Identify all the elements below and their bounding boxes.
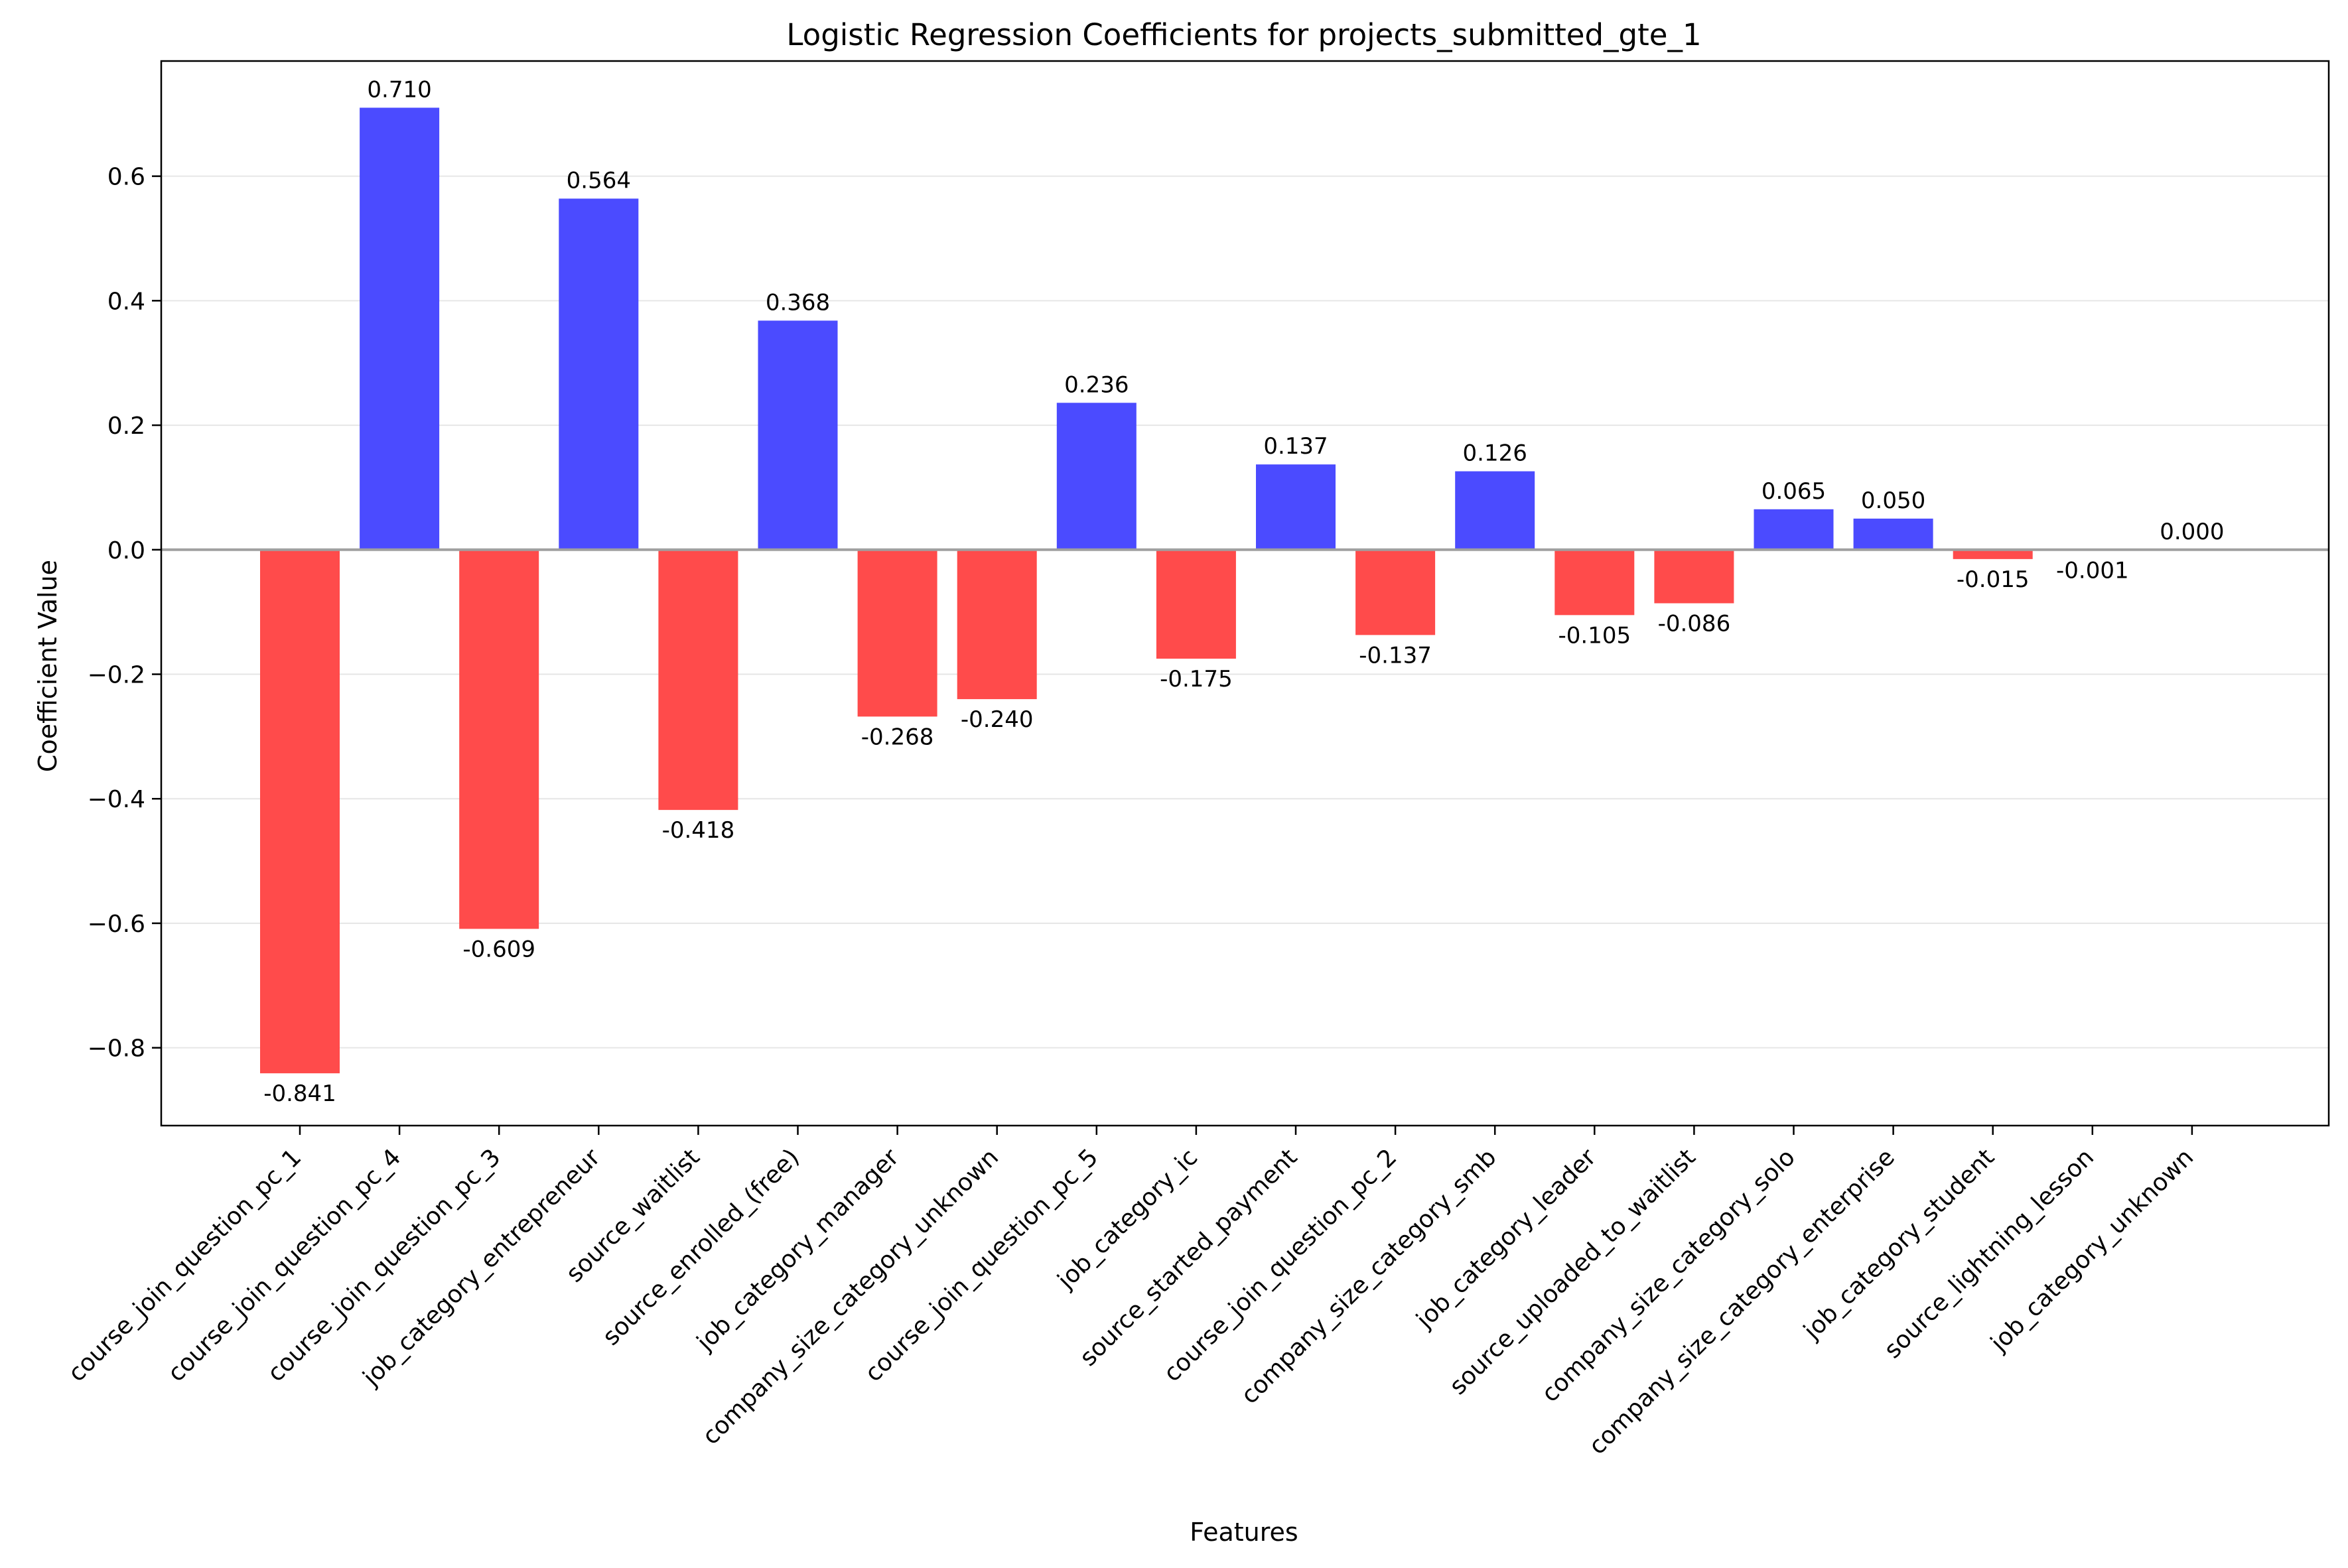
plot-area-frame	[160, 60, 2330, 1127]
bar-value-labels: -0.841 0.710 -0.609 0.564 -0.418 0.368 -0.268 -…	[263, 76, 2224, 1107]
y-tick-label: −0.8	[88, 1035, 145, 1063]
value-label-source_enrolled_(free): 0.368	[766, 289, 830, 316]
bar-course_join_question_pc_5	[1056, 403, 1137, 550]
y-tick-label: −0.4	[88, 786, 145, 813]
value-label-course_join_question_pc_4: 0.710	[367, 76, 431, 103]
value-label-company_size_category_enterprise: 0.050	[1861, 488, 1925, 514]
bar-source_uploaded_to_waitlist	[1654, 549, 1734, 604]
bar-company_size_category_unknown	[957, 549, 1037, 700]
y-tick-label: 0.0	[107, 537, 145, 564]
y-tick-label: 0.4	[107, 288, 145, 315]
value-label-source_lightning_lesson: -0.001	[2056, 558, 2129, 584]
bar-job_category_student	[1953, 549, 2033, 559]
value-label-course_join_question_pc_3: -0.609	[462, 936, 535, 962]
value-label-job_category_manager: -0.268	[861, 724, 934, 750]
value-label-job_category_unknown: 0.000	[2160, 519, 2224, 545]
y-axis-ticks: −0.8 −0.6 −0.4 −0.2 0.0 0.2 0.4 0.6	[88, 164, 161, 1063]
value-label-source_started_payment: 0.137	[1263, 433, 1328, 460]
value-label-course_join_question_pc_1: -0.841	[263, 1080, 336, 1107]
value-label-job_category_leader: -0.105	[1558, 622, 1631, 649]
value-label-course_join_question_pc_5: 0.236	[1064, 371, 1129, 398]
bar-source_enrolled_(free)	[758, 320, 838, 550]
bar-course_join_question_pc_4	[360, 107, 440, 550]
value-label-job_category_entrepreneur: 0.564	[567, 167, 631, 194]
bar-course_join_question_pc_1	[260, 549, 340, 1074]
chart-title: Logistic Regression Coefficients for pro…	[786, 17, 1701, 52]
value-label-source_uploaded_to_waitlist: -0.086	[1658, 611, 1731, 637]
bar-course_join_question_pc_2	[1355, 549, 1436, 635]
bar-job_category_entrepreneur	[559, 198, 639, 550]
y-tick-label: −0.2	[88, 662, 145, 689]
value-label-course_join_question_pc_2: -0.137	[1359, 642, 1432, 669]
value-label-company_size_category_smb: 0.126	[1463, 440, 1527, 467]
bar-job_category_manager	[857, 549, 937, 717]
bar-job_category_ic	[1156, 549, 1236, 659]
value-label-source_waitlist: -0.418	[662, 817, 735, 844]
y-tick-label: 0.6	[107, 164, 145, 191]
y-tick-label: −0.6	[88, 911, 145, 938]
value-label-job_category_student: -0.015	[1957, 566, 2030, 593]
x-axis-label: Features	[1190, 1518, 1298, 1547]
value-label-company_size_category_solo: 0.065	[1761, 478, 1826, 505]
y-tick-label: 0.2	[107, 413, 145, 440]
value-label-job_category_ic: -0.175	[1160, 666, 1233, 692]
bar-company_size_category_smb	[1455, 471, 1535, 550]
bar-company_size_category_solo	[1754, 509, 1834, 550]
value-label-company_size_category_unknown: -0.240	[961, 706, 1034, 733]
bar-course_join_question_pc_3	[459, 549, 539, 929]
bar-source_started_payment	[1256, 464, 1336, 550]
bar-job_category_leader	[1554, 549, 1635, 616]
y-axis-label: Coefficient Value	[33, 560, 62, 772]
bar-source_waitlist	[658, 549, 738, 811]
bar-company_size_category_enterprise	[1853, 518, 1933, 550]
bars	[260, 107, 2232, 1074]
